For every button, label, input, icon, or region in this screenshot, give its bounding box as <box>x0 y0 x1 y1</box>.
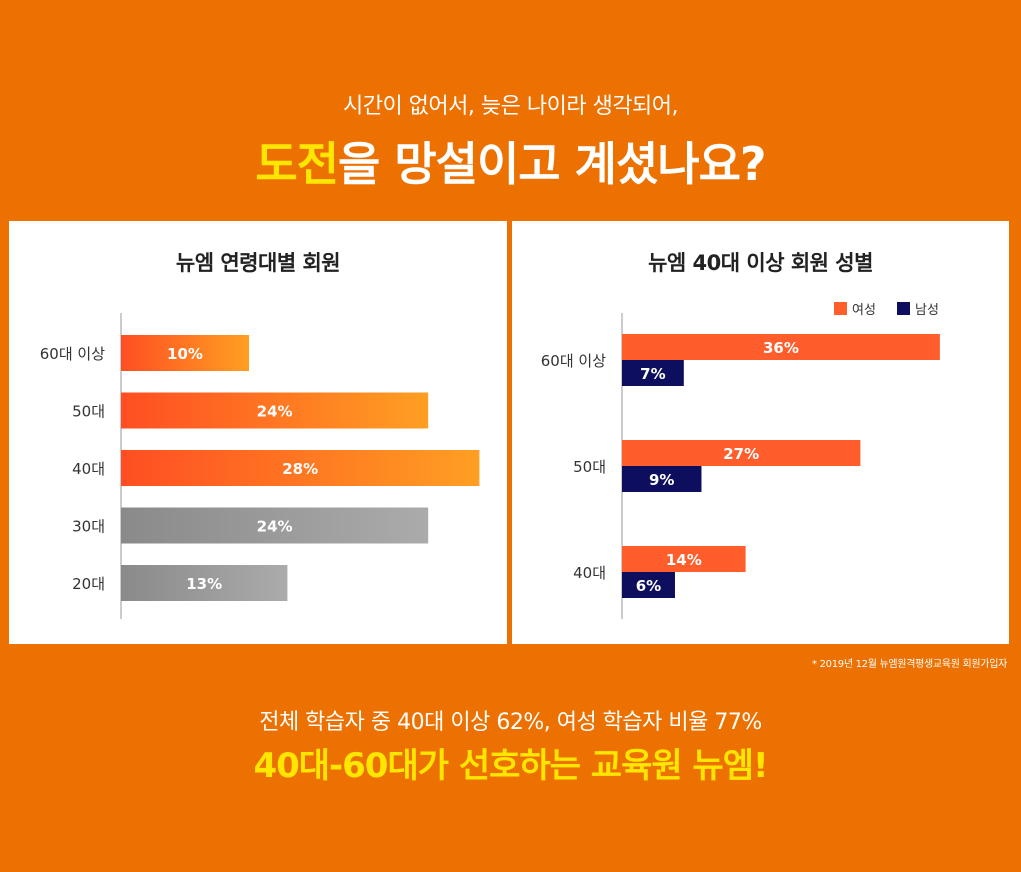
gender-chart-title: 뉴엠 40대 이상 회원 성별 <box>648 251 873 275</box>
gender-category-label: 60대 이상 <box>541 352 606 370</box>
age-chart-title: 뉴엠 연령대별 회원 <box>175 251 341 275</box>
legend-label: 남성 <box>915 303 939 318</box>
legend-swatch <box>834 302 847 315</box>
age-bar <box>121 335 249 371</box>
gender-chart: 여성 남성 36% 7% 60대 이상 27% 9% 50대 14% 6% 40대 <box>541 302 940 619</box>
age-bar <box>121 507 429 544</box>
age-bar-label: 10% <box>167 345 203 363</box>
gender-bar-label: 27% <box>723 445 759 463</box>
gender-bar <box>622 572 675 598</box>
age-category-label: 50대 <box>72 403 105 421</box>
age-chart: 10% 60대 이상 24% 50대 28% 40대 24% 30대 13% 20대 <box>40 313 480 619</box>
headline-highlight: 도전 <box>255 137 339 191</box>
legend-label: 여성 <box>852 303 876 318</box>
summary-text: 전체 학습자 중 40대 이상 62%, 여성 학습자 비율 77% <box>259 710 762 735</box>
gender-chart-panel: 뉴엠 40대 이상 회원 성별 여성 남성 36% 7% 60대 이상 27% 9% 50대 1… <box>512 221 1009 644</box>
gender-bar-label: 14% <box>666 551 702 569</box>
cta-text: 40대-60대가 선호하는 교육원 뉴엠! <box>253 746 768 786</box>
age-category-label: 20대 <box>72 575 105 593</box>
gender-bar <box>622 440 861 466</box>
age-bar <box>121 450 480 486</box>
gender-category-label: 50대 <box>573 458 606 476</box>
age-category-label: 40대 <box>72 460 105 478</box>
gender-bar-label: 36% <box>763 339 799 357</box>
gender-bar <box>622 360 684 386</box>
gender-bar <box>622 334 940 360</box>
gender-bar <box>622 466 702 492</box>
legend-swatch <box>897 302 910 315</box>
age-category-label: 60대 이상 <box>40 345 105 363</box>
age-bar <box>121 565 288 601</box>
subtitle: 시간이 없어서, 늦은 나이라 생각되어, <box>342 94 679 119</box>
gender-bar-label: 9% <box>649 471 674 489</box>
age-category-label: 30대 <box>72 518 105 536</box>
gender-bar-label: 7% <box>640 365 665 383</box>
age-bar-label: 24% <box>257 403 293 421</box>
footnote: * 2019년 12월 뉴엠원격평생교육원 회원가입자 <box>812 659 1007 670</box>
age-bar-label: 13% <box>186 575 222 593</box>
gender-bar <box>622 546 746 572</box>
age-bar-label: 24% <box>257 518 293 536</box>
age-bar-label: 28% <box>282 460 318 478</box>
age-chart-panel: 뉴엠 연령대별 회원 10% 60대 이상 24% 50대 28% 40대 24% 30대 13… <box>9 221 507 644</box>
gender-category-label: 40대 <box>573 564 606 582</box>
age-bar <box>121 392 429 429</box>
headline: 도전을 망설이고 계셨나요? <box>0 128 1021 194</box>
gender-bar-label: 6% <box>636 577 661 595</box>
headline-rest: 을 망설이고 계셨나요? <box>338 137 767 191</box>
